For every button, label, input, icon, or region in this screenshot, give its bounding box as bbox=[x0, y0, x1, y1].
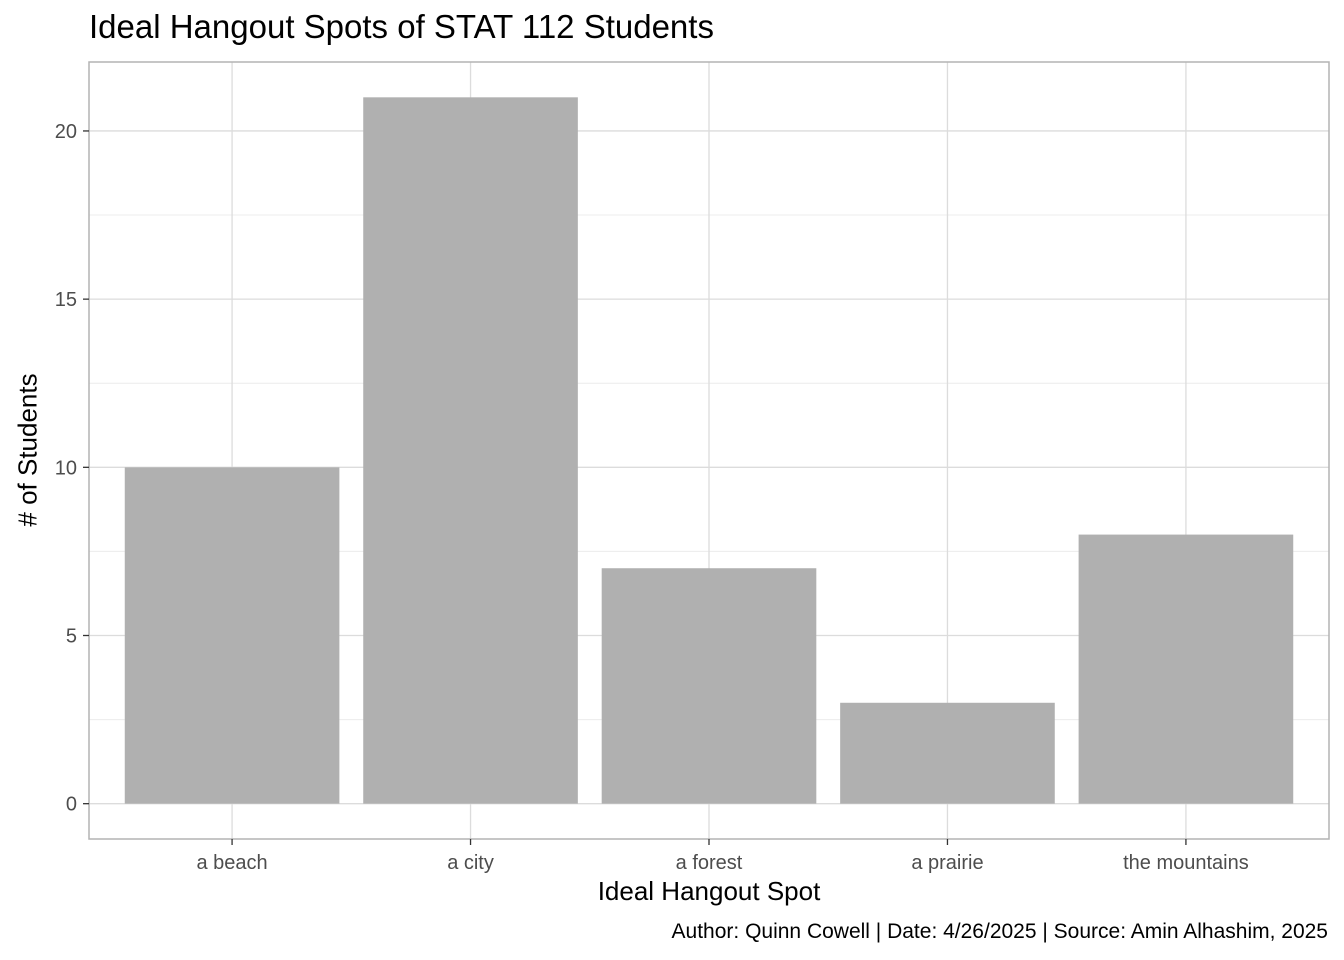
y-tick-label: 0 bbox=[66, 794, 77, 816]
bar-a-beach bbox=[124, 467, 340, 804]
y-tick-label: 15 bbox=[55, 289, 77, 311]
chart-title: Ideal Hangout Spots of STAT 112 Students bbox=[89, 8, 714, 45]
x-tick-label: the mountains bbox=[1123, 852, 1249, 874]
chart-caption: Author: Quinn Cowell | Date: 4/26/2025 |… bbox=[671, 920, 1328, 943]
x-tick-label: a forest bbox=[676, 852, 743, 874]
y-tick-label: 20 bbox=[55, 121, 77, 143]
x-axis-label: Ideal Hangout Spot bbox=[597, 876, 821, 906]
y-axis-label: # of Students bbox=[12, 373, 43, 527]
x-tick-label: a prairie bbox=[911, 852, 983, 874]
bar-a-forest bbox=[601, 568, 817, 804]
y-tick-label: 10 bbox=[55, 457, 77, 479]
bar-a-prairie bbox=[840, 702, 1055, 804]
bar-a-city bbox=[363, 97, 578, 804]
bar-the-mountains bbox=[1078, 534, 1294, 804]
x-tick-label: a beach bbox=[196, 852, 267, 874]
y-tick-label: 5 bbox=[66, 626, 77, 648]
x-tick-label: a city bbox=[447, 852, 494, 874]
